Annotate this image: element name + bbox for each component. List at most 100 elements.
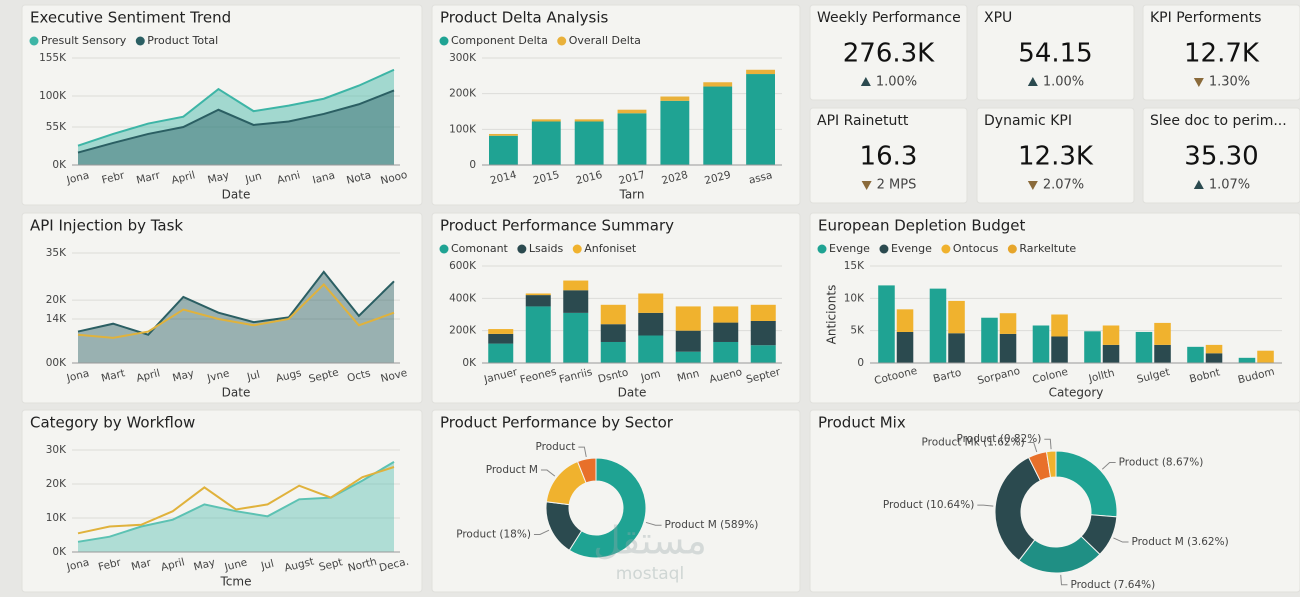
- y-tick-label: 100K: [449, 123, 477, 135]
- bar: [531, 119, 561, 122]
- legend-swatch: [439, 36, 449, 46]
- bar: [574, 121, 604, 165]
- legend-label: Overall Delta: [569, 34, 641, 47]
- y-tick-label: 0K: [52, 546, 67, 558]
- y-tick-label: 400K: [449, 292, 477, 304]
- leader-line: [533, 529, 550, 536]
- x-tick-label: Anni: [276, 169, 302, 186]
- leader-line: [1113, 537, 1129, 543]
- leader-line: [645, 521, 662, 526]
- bar: [896, 331, 914, 363]
- legend-label: Anfoniset: [584, 242, 637, 255]
- bar: [660, 96, 690, 101]
- y-tick-label: 600K: [449, 260, 477, 272]
- leader-line: [540, 469, 556, 477]
- slice-label: Product M: [486, 464, 538, 476]
- leader-line: [1044, 438, 1052, 450]
- watermark: مستقل: [593, 519, 707, 563]
- bar: [948, 333, 965, 363]
- bar: [489, 133, 518, 136]
- bar: [896, 309, 914, 332]
- bar: [617, 109, 647, 114]
- legend-swatch: [879, 244, 889, 254]
- bar: [488, 333, 514, 344]
- panel: [1142, 4, 1300, 101]
- bar: [999, 313, 1017, 334]
- legend-swatch: [572, 244, 582, 254]
- panel-title: Executive Sentiment Trend: [30, 9, 231, 27]
- x-tick-label: Febr: [97, 556, 123, 573]
- kpi-value: 16.3: [860, 142, 918, 172]
- kpi-arrow: [1027, 77, 1038, 86]
- bar: [713, 306, 739, 323]
- bar: [703, 82, 733, 87]
- x-tick-label: April: [170, 169, 196, 186]
- x-tick-label: Febr: [101, 169, 127, 186]
- legend-label: Presult Sensory: [41, 34, 127, 47]
- kpi-value: 35.30: [1184, 142, 1258, 172]
- legend-label: Rarkeltute: [1019, 242, 1076, 255]
- x-tick-label: assa: [748, 169, 774, 186]
- legend-label: Component Delta: [451, 34, 548, 47]
- kpi-change: 1.00%: [1043, 75, 1084, 90]
- kpi-change: 1.07%: [1209, 178, 1250, 193]
- x-tick-label: Jun: [243, 170, 263, 186]
- kpi-title: Slee doc to perim...: [1150, 113, 1287, 129]
- panel-title: Product Performance Summary: [440, 217, 674, 235]
- bar: [713, 322, 739, 342]
- bar: [525, 306, 551, 363]
- donut-slice: [576, 457, 597, 484]
- leader-line: [977, 504, 994, 507]
- panel-title: Product Delta Analysis: [440, 9, 608, 27]
- panel: [21, 212, 423, 404]
- bar: [638, 335, 664, 363]
- y-tick-label: 10K: [46, 512, 67, 524]
- x-tick-label: Jvne: [205, 367, 231, 384]
- slice-label: Product (18%): [456, 529, 531, 541]
- x-tick-label: Jona: [65, 169, 91, 186]
- legend-swatch: [817, 244, 827, 254]
- bar: [1084, 331, 1101, 363]
- x-tick-label: May: [206, 170, 230, 187]
- bar: [531, 121, 561, 165]
- bar: [750, 304, 776, 321]
- y-tick-label: 35K: [46, 247, 67, 259]
- y-tick-label: 14K: [46, 313, 67, 325]
- bar: [563, 280, 589, 291]
- kpi-title: Dynamic KPI: [984, 113, 1072, 129]
- bar: [600, 341, 626, 363]
- x-tick-label: Jona: [65, 556, 91, 573]
- x-tick-label: May: [192, 557, 216, 574]
- legend-swatch: [1007, 244, 1017, 254]
- bar: [750, 345, 776, 363]
- x-axis-title: Tarn: [618, 188, 644, 202]
- y-tick-label: 30K: [46, 444, 67, 456]
- donut-slice: [568, 457, 647, 559]
- x-tick-label: Iana: [311, 169, 336, 186]
- bar: [638, 293, 664, 313]
- panel-title: API Injection by Task: [30, 217, 183, 235]
- kpi-value: 12.7K: [1184, 39, 1260, 69]
- legend-label: Evenge: [891, 242, 932, 255]
- kpi-arrow: [861, 181, 872, 190]
- bar: [1051, 314, 1068, 337]
- area-fill: [78, 461, 394, 552]
- y-tick-label: 155K: [39, 52, 67, 64]
- bar: [488, 329, 514, 334]
- x-tick-label: June: [222, 556, 248, 573]
- legend-swatch: [135, 36, 145, 46]
- bar: [617, 113, 647, 165]
- legend-label: Product Total: [147, 34, 218, 47]
- kpi-title: KPI Performents: [1150, 10, 1261, 26]
- x-axis-title: Tcme: [220, 575, 252, 589]
- panel: [809, 107, 968, 204]
- bar: [600, 304, 626, 325]
- legend-label: Lsaids: [529, 242, 564, 255]
- kpi-arrow: [1193, 78, 1204, 87]
- bar: [1135, 331, 1153, 363]
- kpi-value: 276.3K: [843, 39, 935, 69]
- bar: [948, 300, 965, 334]
- leader-line: [1101, 461, 1116, 470]
- legend-label: Evenge: [829, 242, 870, 255]
